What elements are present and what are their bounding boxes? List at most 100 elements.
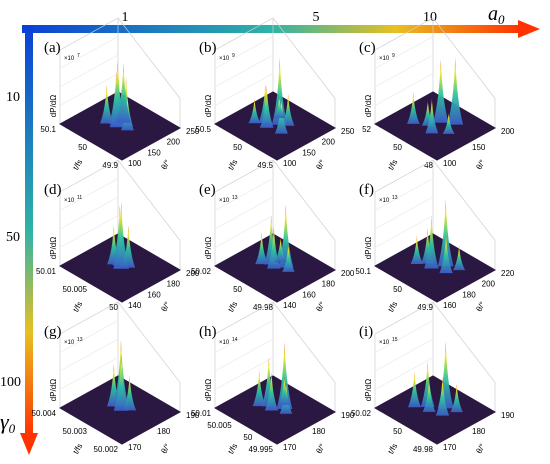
peak: [453, 245, 466, 271]
y-tick-label: 170: [443, 443, 457, 452]
peak: [425, 98, 439, 134]
y-tick-label: 250: [341, 127, 355, 136]
x-axis-label: t/fs: [226, 300, 239, 314]
y-tick-label: 150: [302, 148, 316, 157]
peak: [278, 376, 291, 405]
y-tick-label: 160: [443, 301, 457, 310]
y-tick-label: 100: [443, 159, 457, 168]
panel-gridline: [214, 196, 274, 230]
y-tick-label: 180: [322, 280, 336, 289]
y-tick-label: 190: [501, 411, 515, 420]
peak: [435, 377, 450, 416]
y-axis-label: θ/°: [314, 300, 327, 313]
panel-gridline: [374, 178, 434, 211]
panel-f: (f) ×10 13 dP/dΩ 50.1 50 49.9 t/fs 160 180 200 220 θ…: [355, 159, 515, 314]
panel-gridline: [59, 196, 119, 230]
peak: [115, 62, 131, 123]
a0-tick-5: 5: [313, 10, 320, 25]
x-tick-label: 50.02: [351, 409, 372, 418]
a0-tick-1: 1: [122, 10, 129, 25]
x-tick-label: 50.02: [191, 267, 212, 276]
x-tick-label: 49.98: [413, 445, 434, 454]
panel-surface-floor: [213, 91, 337, 161]
x-tick-label: 50.5: [195, 125, 211, 134]
x-axis-label: t/fs: [71, 442, 84, 456]
gamma0-axis-bar: [25, 25, 33, 435]
peak: [248, 98, 261, 124]
x-tick-label: 50: [78, 143, 87, 152]
y-tick-label: 150: [147, 148, 161, 157]
panel-gridline: [214, 178, 274, 211]
x-tick-label: 50.01: [36, 267, 57, 276]
x-tick-label: 50: [393, 427, 402, 436]
gamma0-tick-50: 50: [6, 230, 20, 245]
y-tick-label: 160: [147, 290, 161, 299]
z-exponent: 14: [232, 337, 238, 343]
x-tick-label: 50.01: [191, 409, 212, 418]
gamma0-axis-arrowhead: [20, 433, 38, 455]
z-exponent-base: ×10: [64, 340, 75, 346]
y-tick-label: 200: [341, 269, 355, 278]
z-exponent: 13: [392, 195, 398, 201]
z-axis-label: dP/dΩ: [364, 237, 373, 259]
x-tick-label: 50.1: [40, 125, 56, 134]
panel-gridline: [214, 357, 274, 390]
peak: [113, 201, 130, 269]
x-tick-label: 50: [393, 143, 402, 152]
y-tick-label: 150: [472, 143, 486, 152]
peak: [274, 237, 287, 263]
a0-axis-arrowhead: [518, 20, 540, 38]
z-exponent: 11: [77, 195, 82, 201]
x-tick-label: 49.9: [102, 161, 118, 170]
panel-gridline: [59, 357, 119, 390]
y-tick-label: 180: [312, 427, 326, 436]
y-axis-label: θ/°: [159, 158, 172, 171]
peak: [259, 85, 274, 128]
x-tick-label: 50.1: [355, 267, 371, 276]
panel-g: (g)×10 13 dP/dΩ 50.004 50.003 50.002 t/fs 170 18…: [32, 301, 200, 456]
y-tick-label: 180: [167, 280, 181, 289]
panel-a: (a)×10 7 dP/dΩ 50.1 50 49.9 t/fs 100 150 200 250 θ/…: [40, 17, 200, 172]
y-tick-label: 250: [186, 127, 200, 136]
gamma0-tick-100: 100: [0, 375, 21, 390]
gamma0-axis: 10 50 100 γ0: [0, 25, 38, 455]
y-tick-label: 200: [482, 280, 496, 289]
x-tick-label: 50.005: [63, 285, 88, 294]
peak: [407, 372, 421, 408]
z-exponent: 13: [77, 337, 83, 343]
z-exponent-base: ×10: [219, 56, 230, 62]
panel-gridline: [374, 338, 434, 372]
peak: [437, 341, 454, 409]
y-axis-label: θ/°: [474, 442, 487, 455]
panel-gridline: [59, 338, 119, 372]
x-tick-label: 52: [362, 125, 371, 134]
panel-label: (f): [359, 182, 374, 198]
panel-label: (a): [44, 40, 61, 56]
z-axis-label: dP/dΩ: [49, 379, 58, 401]
x-tick-label: 50.002: [94, 445, 119, 454]
y-tick-label: 190: [341, 411, 355, 420]
panel-gridline: [374, 215, 434, 248]
x-tick-label: 50.005: [207, 421, 232, 430]
panel-label: (g): [44, 324, 62, 340]
peak: [113, 354, 129, 411]
panel-h: (h)×10 14 dP/dΩ 50.01 50.005 50 49.995 t/fs 170 1…: [191, 301, 355, 456]
x-tick-label: 50.003: [63, 427, 88, 436]
a0-axis-bar: [22, 25, 520, 33]
panel-label: (b): [199, 40, 217, 56]
panel-gridline: [214, 338, 274, 372]
y-axis-label: θ/°: [314, 442, 327, 455]
y-axis-label: θ/°: [314, 158, 327, 171]
panel-i: (i) ×10 15 dP/dΩ 50.02 50 49.98 t/fs 170 180 190 θ/…: [351, 301, 515, 456]
x-tick-label: 50: [243, 433, 252, 442]
peak: [437, 199, 454, 267]
z-axis-label: dP/dΩ: [364, 379, 373, 401]
peak: [447, 57, 464, 125]
y-tick-label: 200: [322, 138, 336, 147]
panel-gridline: [374, 357, 434, 390]
x-tick-label: 48: [424, 161, 433, 170]
x-tick-label: 49.5: [257, 161, 273, 170]
